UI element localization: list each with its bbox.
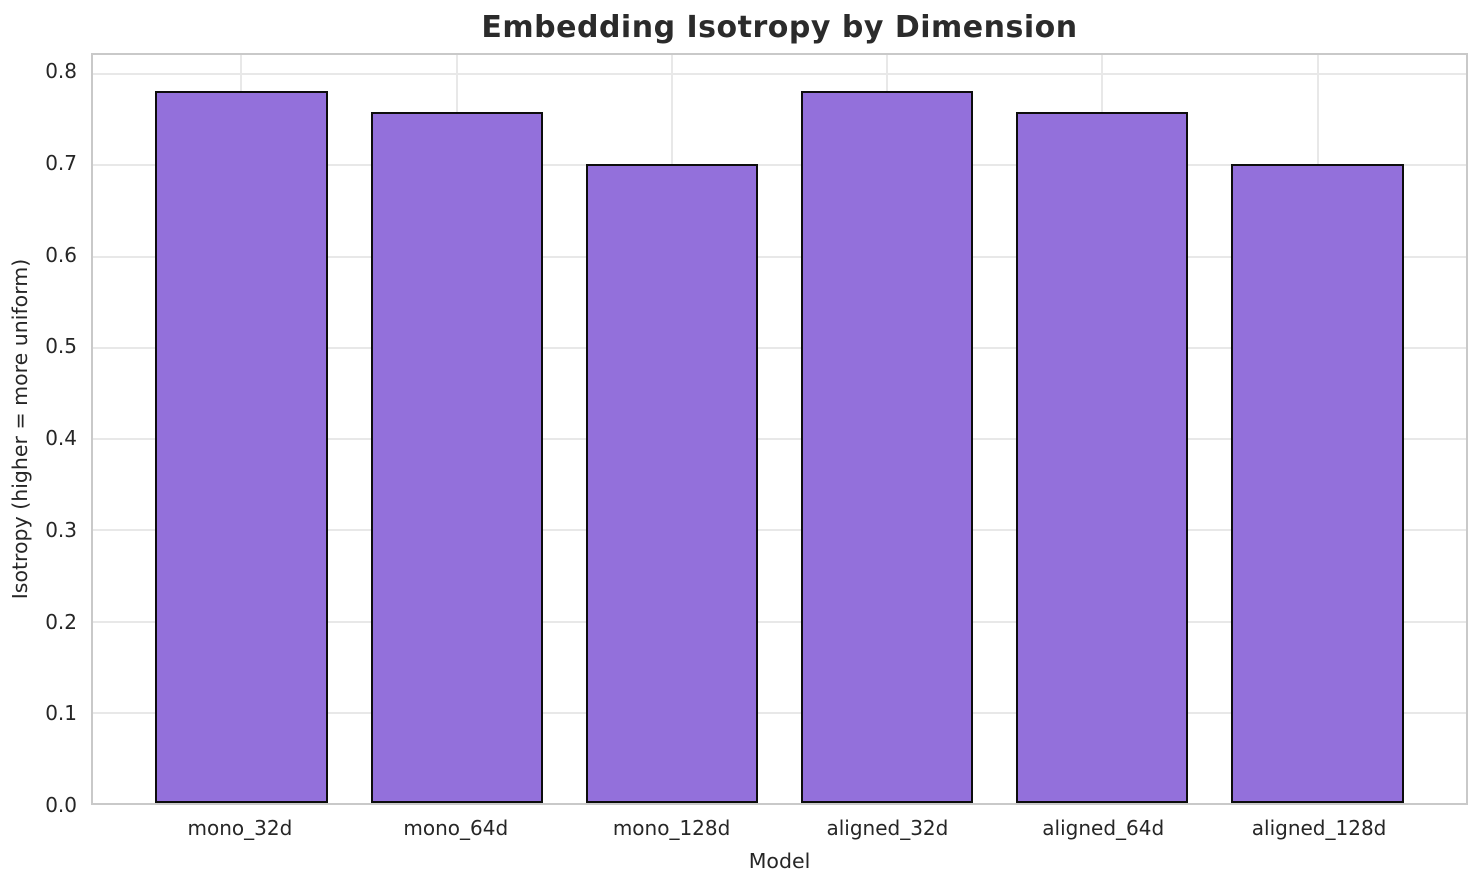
h-gridline: [93, 711, 1466, 714]
x-tick-label-aligned_64d: aligned_64d: [1042, 816, 1165, 840]
bar-aligned_128d: [1231, 163, 1404, 803]
chart-title: Embedding Isotropy by Dimension: [481, 10, 1078, 45]
bar-mono_64d: [370, 111, 543, 803]
h-gridline: [93, 438, 1466, 441]
bar-aligned_64d: [1016, 111, 1189, 803]
x-tick-label-aligned_32d: aligned_32d: [826, 816, 949, 840]
y-tick-label: 0.5: [45, 334, 77, 359]
bar-mono_32d: [155, 90, 328, 803]
h-gridline: [93, 529, 1466, 532]
y-tick-label: 0.6: [45, 242, 77, 267]
x-tick-label-mono_32d: mono_32d: [187, 816, 293, 840]
h-gridline: [93, 255, 1466, 258]
h-gridline: [93, 73, 1466, 76]
x-tick-label-aligned_128d: aligned_128d: [1251, 816, 1387, 840]
h-gridline: [93, 346, 1466, 349]
h-gridline: [93, 164, 1466, 167]
y-tick-label: 0.3: [45, 517, 77, 542]
y-tick-label: 0.7: [45, 151, 77, 176]
y-tick-label: 0.1: [45, 701, 77, 726]
y-tick-label: 0.8: [45, 59, 77, 84]
x-tick-label-mono_128d: mono_128d: [612, 816, 731, 840]
x-tick-label-mono_64d: mono_64d: [403, 816, 509, 840]
y-tick-label: 0.2: [45, 609, 77, 634]
bar-aligned_32d: [801, 90, 974, 803]
bar-mono_128d: [585, 163, 758, 803]
y-tick-label: 0.0: [45, 793, 77, 817]
x-axis-label: Model: [748, 849, 811, 873]
h-gridline: [93, 620, 1466, 623]
y-tick-label: 0.4: [45, 426, 77, 451]
plot-area: [91, 53, 1468, 805]
